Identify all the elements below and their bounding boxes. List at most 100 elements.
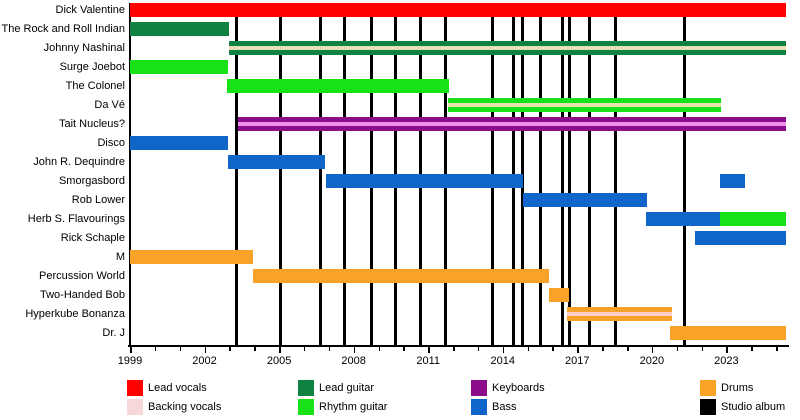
minor-tick [179,347,182,351]
minor-tick [602,347,604,351]
legend-label: Lead vocals [148,382,207,394]
x-tick-label: 2017 [565,355,590,367]
minor-tick [751,347,753,351]
x-tick-label: 2011 [416,355,441,367]
timeline-bar [448,98,722,112]
minor-tick [701,347,704,351]
member-label: Herb S. Flavourings [27,213,125,225]
backing-vocals-stripe [448,103,722,107]
major-tick [130,347,132,353]
timeline-bar [226,79,450,93]
minor-tick [328,347,331,351]
timeline-bar [229,41,787,55]
minor-tick [627,347,629,351]
studio-album-line [588,3,592,345]
legend-swatch-drums [700,380,716,396]
legend-swatch-lead-vocals [127,380,143,396]
legend-label: Lead guitar [319,382,375,394]
legend-swatch-keyboards [471,380,487,396]
timeline-bar [130,22,230,36]
member-label: Rob Lower [71,194,125,206]
backing-vocals-stripe [238,122,787,126]
member-label: Smorgasbord [58,175,125,187]
minor-tick [776,347,778,351]
x-tick-label: 2023 [714,355,739,367]
minor-tick [229,347,231,351]
member-label: M [115,251,125,263]
timeline-bar [228,155,326,169]
legend-label: Bass [492,401,517,413]
timeline-bar [522,193,647,207]
timeline-bar [253,269,549,283]
legend-label: Studio album [721,401,786,413]
member-label: Disco [97,137,125,149]
legend-label: Rhythm guitar [319,401,388,413]
studio-album-line [318,3,322,345]
studio-album-line [235,3,239,345]
timeline-bar [567,307,672,321]
studio-album-line [568,3,572,345]
x-tick-label: 2005 [266,355,292,367]
timeline-bar [326,174,523,188]
member-label: Dick Valentine [55,4,126,16]
legend-label: Keyboards [492,382,545,394]
backing-vocals-stripe [229,46,787,50]
member-label: Johnny Nashinal [43,42,125,54]
legend-swatch-bass [471,399,487,415]
x-axis-line [128,345,789,347]
minor-tick [378,347,380,351]
member-label: John R. Dequindre [33,156,125,168]
legend-swatch-backing-vocals [127,399,143,415]
major-tick [577,347,579,353]
minor-tick [403,347,405,351]
timeline-bar [670,326,787,340]
member-label: Tait Nucleus? [58,118,125,130]
x-tick-label: 2020 [639,355,665,367]
studio-album-line [538,3,542,345]
timeline-bar [130,250,253,264]
studio-album-line [521,3,525,345]
major-tick [726,347,728,353]
major-tick [428,347,430,353]
major-tick [204,347,207,353]
timeline-bar [695,231,787,245]
legend-swatch-studio-album [700,399,716,415]
timeline-bar [238,117,787,131]
minor-tick [477,347,480,351]
major-tick [502,347,505,353]
minor-tick [154,347,157,351]
member-label: The Colonel [65,80,125,92]
minor-tick [453,347,455,351]
x-tick-label: 2002 [192,355,217,367]
major-tick [353,347,356,353]
studio-album-line [682,3,686,345]
studio-album-line [278,3,282,345]
member-label: The Rock and Roll Indian [1,23,125,35]
minor-tick [254,347,256,351]
minor-tick [303,347,306,351]
member-label: Dr. J [102,327,125,339]
member-label: Surge Joebot [59,61,125,73]
timeline-bar [646,212,721,226]
timeline-bar [548,288,569,302]
backing-vocals-stripe [567,312,672,316]
timeline-bar [130,3,787,17]
legend-swatch-rhythm-guitar [298,399,314,415]
legend-swatch-lead-guitar [298,380,314,396]
member-label: Da Vé [94,99,125,111]
legend-label: Drums [721,382,754,394]
member-label: Hyperkube Bonanza [25,308,125,320]
studio-album-line [614,3,618,345]
timeline-bar [720,212,787,226]
minor-tick [552,347,554,351]
minor-tick [527,347,530,351]
major-tick [279,347,281,353]
legend-label: Backing vocals [148,401,222,413]
member-label: Rick Schaple [60,232,125,244]
studio-album-line [560,3,564,345]
x-tick-label: 2014 [490,355,515,367]
x-tick-label: 2008 [341,355,366,367]
member-label: Two-Handed Bob [40,289,125,301]
major-tick [651,347,654,353]
